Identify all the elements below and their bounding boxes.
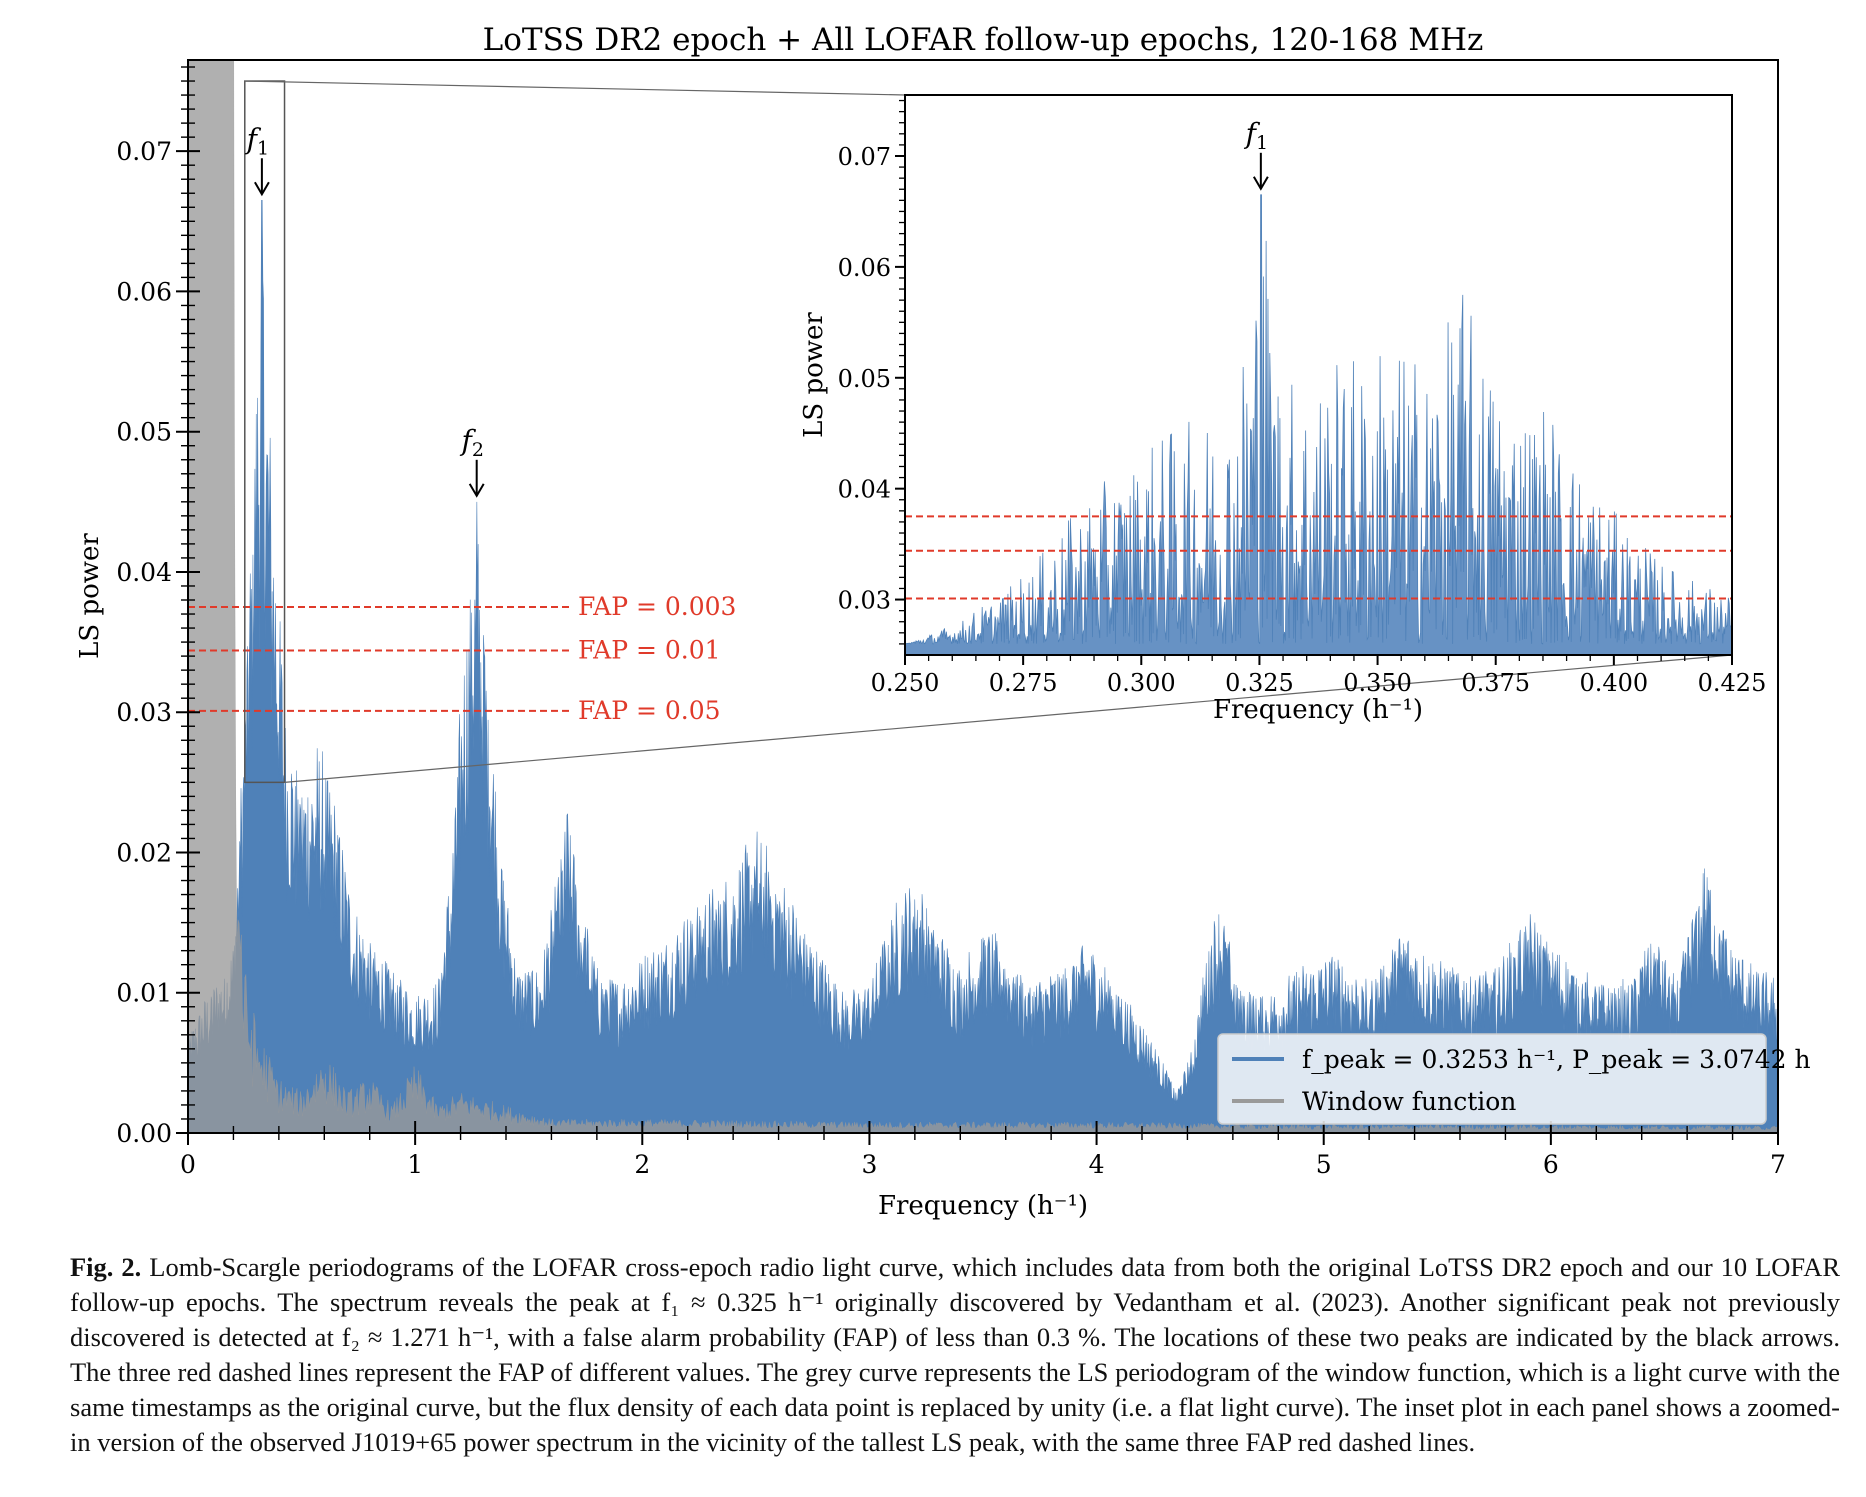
x-tick-label: 3 — [861, 1150, 877, 1179]
caption-line-1: Lomb-Scargle periodograms of the LOFAR c… — [149, 1252, 1624, 1282]
y-tick-label: 0.06 — [116, 277, 172, 306]
x-tick-label: 1 — [407, 1150, 423, 1179]
x-tick-label: 6 — [1543, 1150, 1559, 1179]
y-tick-label: 0.00 — [116, 1119, 172, 1148]
window-function-series — [188, 60, 1778, 1133]
chart-title: LoTSS DR2 epoch + All LOFAR follow-up ep… — [483, 22, 1484, 58]
periodogram-fill — [188, 199, 1778, 1133]
y-tick-label: 0.04 — [116, 558, 172, 587]
legend-box — [1217, 1033, 1767, 1125]
y-tick-label: 0.03 — [116, 698, 172, 727]
caption-line-7: spectrum in the vicinity of the tallest … — [536, 1427, 1476, 1457]
zoom-indicator — [244, 80, 1733, 784]
inset-peak-1-arrow-head — [1252, 176, 1269, 191]
y-tick-label: 0.01 — [116, 979, 172, 1008]
x-tick-label: 7 — [1770, 1150, 1786, 1179]
peak-2-arrow-head — [468, 483, 485, 498]
x-tick-label: 0 — [180, 1150, 196, 1179]
peak-1-label-sub: 1 — [257, 137, 269, 159]
inset-plot: 0.250 0.275 0.300 0.325 0.350 0.375 0.400 0.425… — [799, 94, 1767, 725]
fap-label-2: FAP = 0.01 — [578, 636, 721, 665]
inset-x-tick-label: 0.400 — [1579, 669, 1648, 697]
caption-line-6: data point is replaced by unity (i.e. a … — [70, 1392, 1840, 1457]
inset-x-tick-label: 0.425 — [1698, 669, 1767, 697]
x-tick-label: 4 — [1089, 1150, 1105, 1179]
inset-periodogram-series — [905, 194, 1732, 655]
inset-peak-1-label-sub: 1 — [1256, 132, 1268, 154]
periodogram-series — [188, 199, 1778, 1133]
x-tick-label: 5 — [1316, 1150, 1332, 1179]
caption-line-3: significant peak not previously discover… — [70, 1287, 1841, 1352]
fap-label-1: FAP = 0.003 — [578, 592, 736, 621]
zoom-connector-bottom — [284, 654, 1733, 783]
inset-y-tick-label: 0.06 — [838, 254, 891, 282]
figure-caption: Fig. 2. Lomb-Scargle periodograms of the… — [70, 1250, 1840, 1460]
main-plot-frame — [187, 59, 1779, 1134]
caption-line-5: the LS periodogram of the window functio… — [70, 1357, 1840, 1422]
window-function-fill — [188, 60, 1778, 1133]
periodogram-figure: LoTSS DR2 epoch + All LOFAR follow-up ep… — [75, 22, 1811, 1221]
y-tick-label: 0.07 — [116, 137, 172, 166]
zoom-connector-top — [244, 80, 906, 96]
inset-axis-ticks: 0.250 0.275 0.300 0.325 0.350 0.375 0.400 0.425… — [838, 99, 1767, 697]
inset-x-tick-label: 0.375 — [1461, 669, 1530, 697]
inset-periodogram-fill — [905, 194, 1732, 655]
inset-y-tick-label: 0.04 — [838, 476, 891, 504]
peak-1-label: f1 — [245, 122, 269, 159]
caption-line-2: and our 10 LOFAR follow-up epochs. The s… — [70, 1252, 1841, 1317]
legend: f_peak = 0.3253 h⁻¹, P_peak = 3.0742 h W… — [1217, 1033, 1811, 1125]
inset-x-tick-label: 0.250 — [871, 669, 940, 697]
fap-label-3: FAP = 0.05 — [578, 696, 721, 725]
inset-x-tick-label: 0.275 — [989, 669, 1058, 697]
inset-x-tick-label: 0.300 — [1107, 669, 1176, 697]
y-tick-label: 0.05 — [116, 418, 172, 447]
inset-x-axis-label: Frequency (h⁻¹) — [1213, 695, 1423, 725]
legend-label-window: Window function — [1302, 1087, 1516, 1116]
legend-label-periodogram: f_peak = 0.3253 h⁻¹, P_peak = 3.0742 h — [1302, 1045, 1811, 1074]
x-tick-label: 2 — [634, 1150, 650, 1179]
caption-label: Fig. 2. — [70, 1252, 142, 1282]
inset-y-tick-label: 0.07 — [838, 143, 891, 171]
main-x-axis-label: Frequency (h⁻¹) — [878, 1191, 1088, 1221]
peak-1-arrow-head — [254, 181, 270, 197]
inset-y-tick-label: 0.05 — [838, 365, 891, 393]
y-tick-label: 0.02 — [116, 838, 172, 867]
peak-2-label-sub: 2 — [472, 439, 484, 461]
inset-plot-frame — [904, 94, 1733, 656]
main-y-axis-label: LS power — [75, 533, 105, 659]
inset-y-tick-label: 0.03 — [838, 587, 891, 615]
inset-x-tick-label: 0.350 — [1343, 669, 1412, 697]
inset-fap-lines — [905, 515, 1732, 600]
main-axis-ticks: 0 1 2 3 4 5 6 7 0.00 0.01 0.02 0.03 0.04 0.05 0.06 0.07 — [116, 66, 1786, 1179]
inset-y-axis-label: LS power — [799, 312, 829, 438]
fap-lines: FAP = 0.003 FAP = 0.01 FAP = 0.05 — [188, 592, 736, 725]
inset-x-tick-label: 0.325 — [1225, 669, 1294, 697]
caption-line-4: these two peaks are indicated by the bla… — [70, 1322, 1840, 1387]
